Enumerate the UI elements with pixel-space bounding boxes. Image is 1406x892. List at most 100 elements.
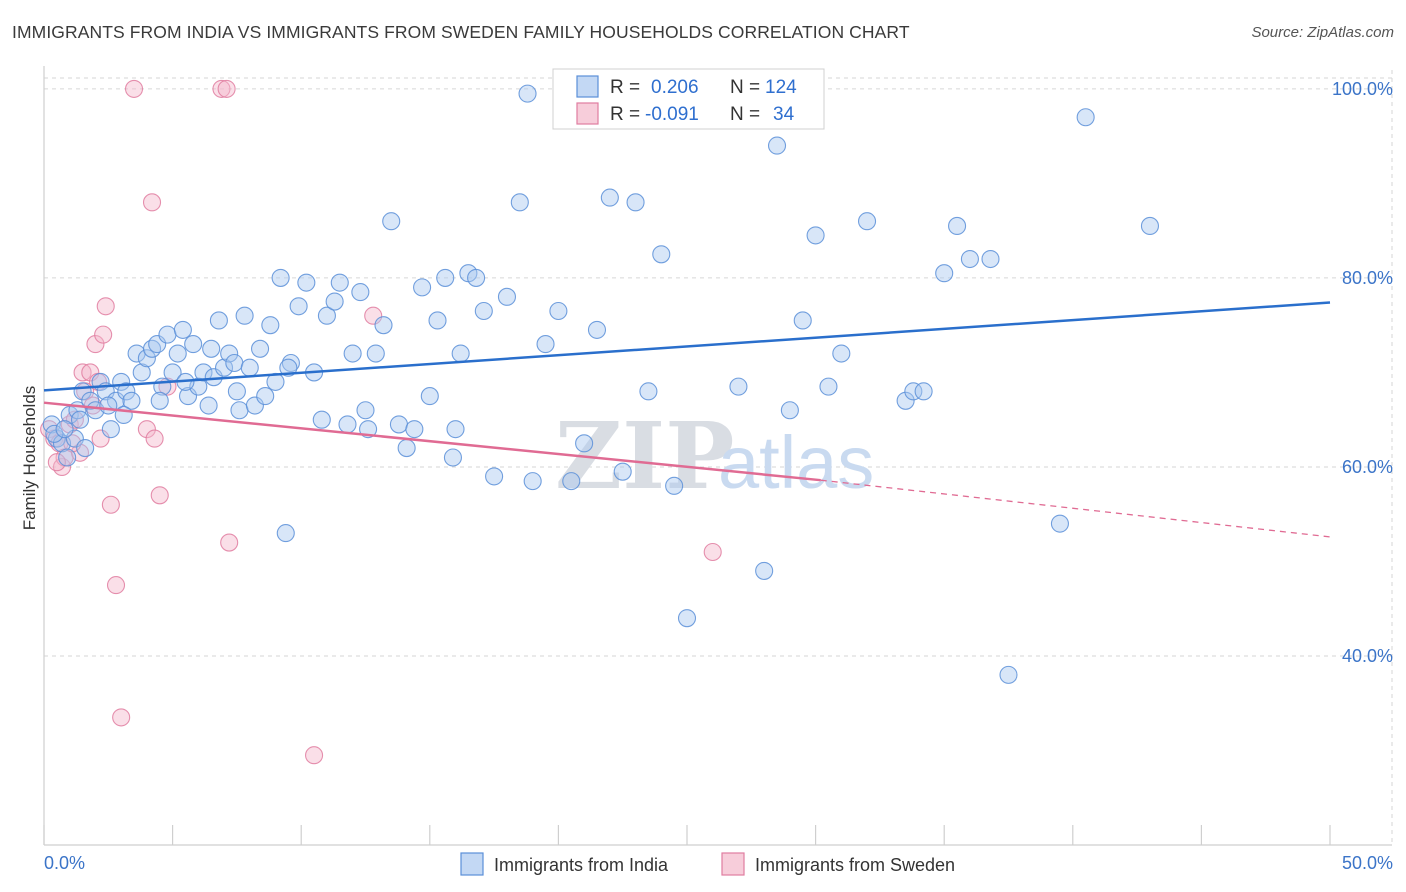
india-point-40 <box>240 358 259 377</box>
india-point-61 <box>374 316 393 335</box>
india-point-97 <box>806 226 825 245</box>
india-point-114 <box>70 410 90 429</box>
series-sweden-points <box>40 79 722 765</box>
bottom-legend-india-label: Immigrants from India <box>494 855 669 875</box>
india-point-103 <box>914 382 933 401</box>
india-point-108 <box>999 665 1018 684</box>
y-tick-label-1: 60.0% <box>1342 457 1393 477</box>
india-point-38 <box>230 401 249 420</box>
sweden-point-21 <box>137 420 156 439</box>
india-point-67 <box>420 387 439 406</box>
sweden-trend-line <box>43 401 821 482</box>
india-point-95 <box>780 401 799 420</box>
india-point-78 <box>518 84 537 103</box>
india-point-17 <box>122 391 141 410</box>
india-point-113 <box>55 420 74 439</box>
india-point-87 <box>626 193 645 212</box>
legend-sweden-r-label: R = <box>610 104 640 125</box>
x-tick-label-0: 0.0% <box>44 853 85 873</box>
india-point-110 <box>1076 108 1095 127</box>
india-point-50 <box>297 273 316 292</box>
india-point-115 <box>99 396 118 415</box>
bottom-legend: Immigrants from India Immigrants from Sw… <box>460 852 955 876</box>
x-tick-labels: 0.0% 50.0% <box>44 853 1393 873</box>
india-point-9 <box>81 391 100 410</box>
india-point-100 <box>857 212 877 231</box>
india-point-20 <box>137 349 156 368</box>
india-point-58 <box>351 283 370 302</box>
y-tick-labels: 40.0% 60.0% 80.0% 100.0% <box>1332 79 1393 666</box>
sweden-point-8 <box>73 363 92 382</box>
india-point-31 <box>194 363 213 382</box>
y-axis-label: Family Households <box>20 386 39 531</box>
sweden-point-17 <box>101 495 120 514</box>
y-tick-label-2: 80.0% <box>1342 268 1393 288</box>
india-point-56 <box>338 415 357 434</box>
sweden-point-12 <box>86 335 105 354</box>
india-point-19 <box>132 363 151 382</box>
india-point-63 <box>389 415 408 434</box>
watermark: ZIP atlas <box>555 402 874 510</box>
legend-swatch-sweden <box>576 102 599 125</box>
india-point-13 <box>101 420 120 439</box>
india-point-52 <box>312 410 331 429</box>
india-point-26 <box>168 344 187 363</box>
axes <box>43 66 1392 846</box>
india-point-62 <box>382 212 401 231</box>
sweden-point-20 <box>124 79 144 98</box>
india-point-119 <box>199 396 218 415</box>
india-point-105 <box>948 216 967 235</box>
india-point-96 <box>793 311 812 330</box>
india-point-81 <box>549 301 568 321</box>
legend: R = 0.206 N = 124 R = -0.091 N = 34 <box>552 68 825 130</box>
india-point-35 <box>214 358 234 377</box>
india-point-16 <box>117 382 136 401</box>
india-point-47 <box>276 524 295 543</box>
india-point-83 <box>575 434 594 453</box>
india-point-42 <box>250 339 270 358</box>
legend-india-r-value: 0.206 <box>651 77 699 98</box>
india-point-86 <box>613 462 632 481</box>
x-tick-label-1: 50.0% <box>1342 853 1393 873</box>
legend-sweden-n-label: N = <box>730 104 760 125</box>
trend-lines <box>43 301 1331 538</box>
india-point-43 <box>256 387 275 406</box>
bottom-legend-swatch-india <box>460 852 484 876</box>
india-point-55 <box>330 273 349 292</box>
y-tick-label-0: 40.0% <box>1342 646 1393 666</box>
sweden-point-16 <box>96 297 115 316</box>
chart-title: IMMIGRANTS FROM INDIA VS IMMIGRANTS FROM… <box>12 22 910 42</box>
sweden-point-22 <box>142 193 162 212</box>
india-point-106 <box>960 249 979 269</box>
india-point-75 <box>485 467 504 486</box>
sweden-point-32 <box>47 453 66 472</box>
india-point-48 <box>281 353 300 373</box>
india-point-104 <box>935 264 954 283</box>
india-point-39 <box>235 306 254 325</box>
sweden-point-29 <box>305 746 324 765</box>
india-point-102 <box>904 382 923 401</box>
india-point-120 <box>227 382 246 401</box>
india-point-53 <box>317 306 336 325</box>
y-tick-label-3: 100.0% <box>1332 79 1393 99</box>
sweden-point-31 <box>703 542 722 562</box>
legend-swatch-india <box>576 75 599 98</box>
india-point-122 <box>356 401 375 420</box>
sweden-point-19 <box>112 708 131 727</box>
india-point-37 <box>225 353 244 373</box>
india-point-34 <box>209 311 228 330</box>
india-point-111 <box>1140 216 1160 235</box>
sweden-point-24 <box>150 486 169 505</box>
watermark-atlas: atlas <box>718 421 874 504</box>
legend-india-r-label: R = <box>610 77 640 98</box>
india-point-44 <box>261 316 280 335</box>
sweden-point-26 <box>212 79 231 98</box>
india-point-76 <box>497 287 517 306</box>
india-point-68 <box>428 311 447 330</box>
india-point-64 <box>397 438 416 458</box>
india-point-82 <box>562 472 581 491</box>
india-point-32 <box>202 339 221 358</box>
india-point-90 <box>665 476 684 495</box>
india-point-54 <box>325 292 344 311</box>
sweden-trend-line-extended <box>820 479 1331 538</box>
